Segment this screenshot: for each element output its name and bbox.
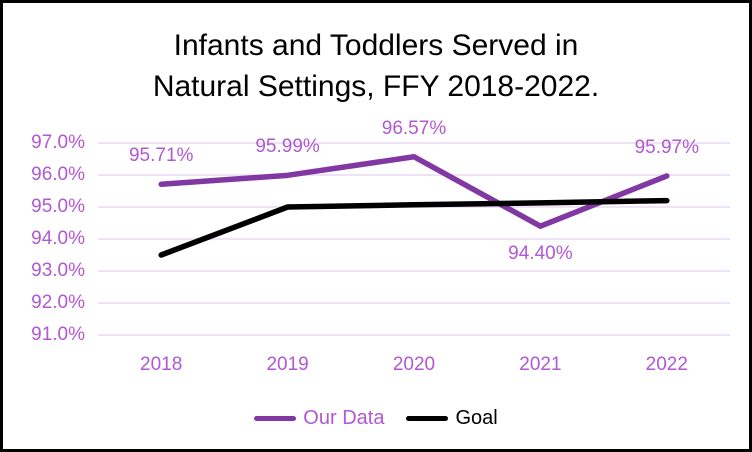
y-axis-tick-label: 97.0% bbox=[31, 132, 85, 153]
legend-swatch-icon bbox=[406, 415, 449, 421]
y-axis-tick-label: 92.0% bbox=[31, 292, 85, 313]
data-label: 95.97% bbox=[634, 136, 700, 158]
legend-item-our-data: Our Data bbox=[254, 406, 384, 430]
data-label: 95.99% bbox=[255, 136, 320, 158]
goal-line bbox=[158, 197, 670, 258]
chart-title-line1: Infants and Toddlers Served in bbox=[173, 29, 579, 62]
y-axis-tick-label: 94.0% bbox=[31, 228, 85, 249]
legend-label: Goal bbox=[455, 407, 498, 429]
data-label: 96.57% bbox=[381, 117, 447, 139]
x-axis-label: 2018 bbox=[140, 354, 183, 375]
data-label: 95.71% bbox=[128, 145, 194, 167]
y-axis-tick-label: 95.0% bbox=[31, 196, 85, 217]
x-axis-label: 2022 bbox=[645, 354, 688, 375]
chart-title: Infants and Toddlers Served in Natural S… bbox=[3, 25, 749, 107]
y-axis-tick-label: 93.0% bbox=[31, 260, 85, 281]
our-data-line bbox=[158, 154, 670, 229]
legend-swatch-icon bbox=[254, 415, 297, 421]
chart-title-line2: Natural Settings, FFY 2018-2022. bbox=[152, 70, 600, 103]
legend: Our Data Goal bbox=[3, 406, 749, 430]
legend-item-goal: Goal bbox=[406, 406, 498, 430]
x-axis-label: 2021 bbox=[519, 354, 562, 375]
legend-label: Our Data bbox=[303, 407, 385, 429]
plot-area bbox=[98, 142, 730, 336]
y-axis-tick-label: 91.0% bbox=[31, 324, 85, 345]
data-label: 94.40% bbox=[508, 243, 573, 265]
x-axis-label: 2020 bbox=[392, 354, 436, 375]
y-axis-tick-label: 96.0% bbox=[31, 164, 85, 185]
x-axis-label: 2019 bbox=[266, 354, 309, 375]
